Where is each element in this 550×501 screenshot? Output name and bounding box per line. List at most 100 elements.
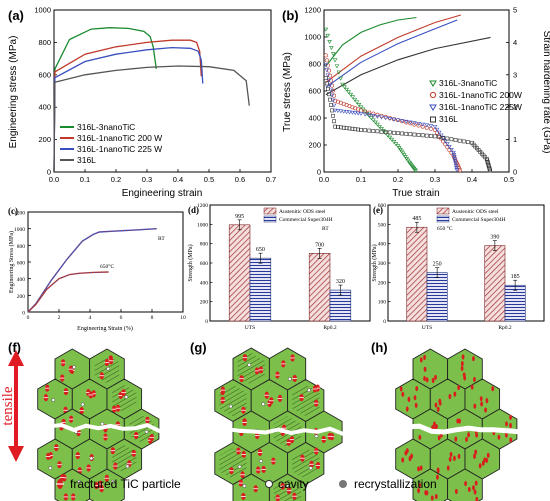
- b-rate-marker-3: [437, 135, 442, 139]
- b-rate-marker-0: [373, 120, 378, 125]
- tic-particle: [473, 453, 476, 459]
- cavity: [261, 402, 266, 407]
- legend-label-a-2: 316L-1nanoTiC 225 W: [77, 144, 162, 154]
- b-rate-marker-2: [362, 112, 368, 117]
- b-rate-marker-2: [451, 150, 456, 155]
- b-rate-marker-3: [420, 133, 425, 138]
- panel-c: 0 2 4 6 8 10 0 200 400 600 800 1000 1200 (c) Enginee…: [8, 206, 186, 332]
- b-rate-marker-3: [326, 86, 330, 91]
- tic-particle: [454, 436, 458, 442]
- tic-particle: [434, 493, 438, 500]
- b-rate-marker-1: [324, 58, 329, 63]
- b-stress-series-2: [325, 19, 458, 88]
- b-rate-marker-3: [350, 126, 355, 131]
- cavity: [89, 456, 94, 461]
- b-rate-marker-3: [383, 130, 388, 134]
- tic-particle: [472, 485, 475, 491]
- b-rate-marker-0: [327, 39, 332, 44]
- b-rate-marker-3: [331, 113, 335, 118]
- bar-ods-UTS: [228, 224, 251, 322]
- y-tick-label: 200: [308, 141, 321, 150]
- b-rate-marker-0: [344, 87, 349, 92]
- panel-b: 0.0 0.1 0.2 0.3 0.4 0.50200400600800100012000…: [282, 6, 550, 200]
- legend-swatch-d-0: [263, 207, 277, 215]
- tic-particle: [453, 455, 456, 461]
- legend-label-b-2: 316L-1nanoTiC 225W: [439, 102, 522, 112]
- cavity: [247, 363, 252, 367]
- y-tick-label: 1200: [197, 203, 208, 209]
- b-rate-marker-0: [358, 105, 364, 110]
- tic-particle: [423, 354, 426, 360]
- y-axis-label-a: Engineering stress (MPa): [8, 36, 19, 149]
- tic-particle: [470, 384, 474, 390]
- cavity: [259, 459, 263, 464]
- y-tick-label: 1000: [304, 33, 321, 42]
- tic-particle: [435, 424, 438, 430]
- panel-label-f: (f): [8, 340, 21, 355]
- b-rate-marker-3: [441, 135, 446, 140]
- b-rate-marker-0: [330, 52, 336, 57]
- b-rate-marker-3: [338, 125, 343, 130]
- b-rate-marker-0: [323, 27, 329, 32]
- tic-particle: [436, 406, 440, 412]
- b-rate-marker-0: [381, 129, 386, 134]
- b-rate-marker-2: [395, 118, 401, 123]
- tic-particle: [410, 453, 414, 459]
- panel-label-a: (a): [8, 8, 24, 23]
- tic-particle: [448, 456, 452, 462]
- y2-tick-label: 1: [513, 135, 517, 144]
- b-rate-marker-2: [350, 110, 355, 115]
- schematic: (f) (g) (h) tensile fractured TiC partic…: [0, 340, 521, 501]
- b-rate-marker-3: [327, 92, 331, 97]
- b-stress-series-1: [325, 14, 462, 83]
- b-rate-marker-2: [387, 117, 393, 121]
- cavity-legend-icon: [265, 480, 273, 488]
- grain-cluster-f: [35, 348, 162, 501]
- x-tick-label: 0.1: [356, 175, 366, 184]
- twin-region: [219, 447, 247, 480]
- particle-legend-label: fractured TiC particle: [70, 477, 181, 491]
- b-rate-marker-3: [449, 137, 454, 142]
- tic-particle: [485, 398, 489, 404]
- y-tick-label: 400: [308, 114, 321, 123]
- b-rate-marker-0: [413, 169, 419, 174]
- annotation-650-c: 650°C: [100, 263, 114, 270]
- b-rate-marker-3: [396, 131, 400, 136]
- b-rate-marker-2: [399, 119, 405, 124]
- cavity: [80, 402, 85, 407]
- b-rate-marker-0: [340, 82, 345, 87]
- panel-label-c: (c): [8, 206, 18, 216]
- b-rate-marker-2: [451, 155, 457, 160]
- tic-particle: [457, 384, 461, 391]
- b-stress-series-0: [325, 16, 417, 67]
- y-tick-label: 500: [378, 222, 387, 228]
- tic-particle: [474, 480, 478, 486]
- cavity: [125, 464, 130, 469]
- b-rate-marker-3: [461, 139, 466, 144]
- b-rate-marker-2: [449, 147, 454, 152]
- b-rate-marker-3: [488, 168, 492, 173]
- x-tick-label: 0.4: [173, 175, 183, 184]
- tic-particle: [472, 356, 475, 362]
- x-tick-label: 0.3: [142, 175, 152, 184]
- b-rate-marker-0: [352, 97, 358, 102]
- b-rate-marker-0: [360, 107, 366, 112]
- legend-swatch-e-0: [436, 207, 450, 215]
- b-rate-marker-3: [367, 128, 372, 133]
- tic-particle: [460, 365, 464, 372]
- b-rate-marker-2: [335, 109, 341, 113]
- data-label: 995: [235, 214, 244, 220]
- y2-tick-label: 4: [513, 38, 517, 47]
- x-tick-label: 4: [89, 315, 92, 321]
- b-rate-marker-3: [375, 129, 380, 134]
- b-rate-marker-0: [336, 70, 342, 75]
- tic-particle: [473, 489, 477, 495]
- legend-label-a-0: 316L-3nanoTiC: [77, 122, 135, 132]
- b-rate-marker-2: [445, 142, 450, 147]
- tic-particle: [461, 354, 465, 360]
- recrystallization-legend-icon: [339, 480, 347, 488]
- b-rate-marker-0: [334, 64, 340, 69]
- bar-super304h-Rp0.2: [504, 284, 526, 322]
- tic-particle: [486, 452, 490, 458]
- tic-particle: [413, 395, 417, 401]
